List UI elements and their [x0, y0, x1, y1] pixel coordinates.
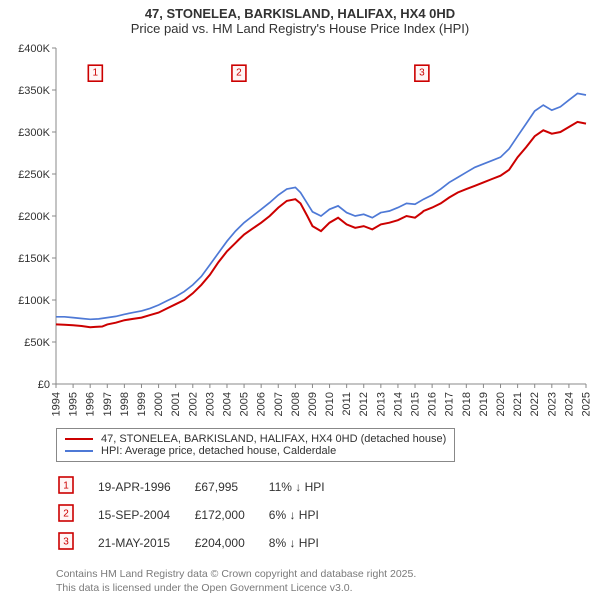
svg-text:2024: 2024: [563, 392, 575, 416]
chart-marker-label-3: 3: [419, 68, 425, 79]
svg-text:2016: 2016: [427, 392, 439, 416]
sales-table: 1 19-APR-1996£67,99511% ↓ HPI 2 15-SEP-2004…: [56, 472, 349, 558]
svg-text:2020: 2020: [495, 392, 507, 416]
svg-text:1999: 1999: [136, 392, 148, 416]
svg-text:£0: £0: [38, 379, 50, 391]
svg-text:2012: 2012: [358, 392, 370, 416]
svg-text:1995: 1995: [68, 392, 80, 416]
sales-row: 2 15-SEP-2004£172,0006% ↓ HPI: [58, 502, 347, 528]
svg-text:£400K: £400K: [18, 44, 50, 55]
series-price-paid: [56, 122, 586, 327]
chart-marker-label-2: 2: [236, 68, 242, 79]
legend-row-price-paid: 47, STONELEA, BARKISLAND, HALIFAX, HX4 0…: [65, 433, 446, 445]
svg-text:£50K: £50K: [24, 337, 50, 349]
svg-text:2019: 2019: [478, 392, 490, 416]
svg-text:2006: 2006: [256, 392, 268, 416]
sales-date: 19-APR-1996: [98, 474, 193, 500]
svg-text:2025: 2025: [581, 392, 593, 416]
svg-text:2004: 2004: [221, 392, 233, 416]
svg-text:£100K: £100K: [18, 295, 50, 307]
svg-text:2014: 2014: [392, 392, 404, 416]
sales-marker-icon: 1: [58, 477, 74, 493]
series-hpi: [56, 93, 586, 319]
footer-attribution: Contains HM Land Registry data © Crown c…: [56, 568, 600, 595]
svg-text:2007: 2007: [273, 392, 285, 416]
svg-text:1996: 1996: [85, 392, 97, 416]
svg-text:£350K: £350K: [18, 85, 50, 97]
sales-date: 21-MAY-2015: [98, 530, 193, 556]
svg-text:2002: 2002: [187, 392, 199, 416]
sales-marker-icon: 2: [58, 505, 74, 521]
svg-text:£150K: £150K: [18, 253, 50, 265]
svg-text:1994: 1994: [51, 392, 63, 416]
svg-text:2009: 2009: [307, 392, 319, 416]
legend-label-hpi: HPI: Average price, detached house, Cald…: [101, 445, 336, 457]
sales-date: 15-SEP-2004: [98, 502, 193, 528]
title-line-2: Price paid vs. HM Land Registry's House …: [0, 21, 600, 36]
svg-text:1997: 1997: [102, 392, 114, 416]
legend-row-hpi: HPI: Average price, detached house, Cald…: [65, 445, 446, 457]
svg-text:£250K: £250K: [18, 169, 50, 181]
svg-text:2013: 2013: [375, 392, 387, 416]
footer-line-1: Contains HM Land Registry data © Crown c…: [56, 568, 600, 582]
svg-text:2003: 2003: [204, 392, 216, 416]
chart-marker-label-1: 1: [93, 68, 99, 79]
legend-box: 47, STONELEA, BARKISLAND, HALIFAX, HX4 0…: [56, 428, 455, 462]
sales-delta: 8% ↓ HPI: [269, 530, 347, 556]
svg-text:2010: 2010: [324, 392, 336, 416]
svg-text:2008: 2008: [290, 392, 302, 416]
legend-swatch-blue: [65, 450, 93, 452]
svg-text:2021: 2021: [512, 392, 524, 416]
title-line-1: 47, STONELEA, BARKISLAND, HALIFAX, HX4 0…: [0, 6, 600, 21]
svg-text:3: 3: [63, 537, 69, 548]
svg-text:2000: 2000: [153, 392, 165, 416]
svg-text:2017: 2017: [444, 392, 456, 416]
footer-line-2: This data is licensed under the Open Gov…: [56, 582, 600, 595]
svg-text:2001: 2001: [170, 392, 182, 416]
svg-text:£300K: £300K: [18, 127, 50, 139]
sales-price: £67,995: [195, 474, 267, 500]
svg-text:2023: 2023: [546, 392, 558, 416]
sales-row: 1 19-APR-1996£67,99511% ↓ HPI: [58, 474, 347, 500]
legend-swatch-red: [65, 438, 93, 440]
sales-price: £204,000: [195, 530, 267, 556]
chart-title-block: 47, STONELEA, BARKISLAND, HALIFAX, HX4 0…: [0, 0, 600, 36]
legend-label-price-paid: 47, STONELEA, BARKISLAND, HALIFAX, HX4 0…: [101, 433, 446, 445]
svg-text:2005: 2005: [239, 392, 251, 416]
sales-delta: 11% ↓ HPI: [269, 474, 347, 500]
svg-text:2015: 2015: [410, 392, 422, 416]
svg-text:1998: 1998: [119, 392, 131, 416]
price-chart-svg: £0 £50K £100K £150K £200K £250K £300K £350K £400…: [10, 44, 592, 424]
sales-delta: 6% ↓ HPI: [269, 502, 347, 528]
sales-price: £172,000: [195, 502, 267, 528]
svg-text:£200K: £200K: [18, 211, 50, 223]
sales-marker-icon: 3: [58, 533, 74, 549]
svg-text:1: 1: [63, 481, 69, 492]
svg-text:2022: 2022: [529, 392, 541, 416]
svg-text:2018: 2018: [461, 392, 473, 416]
svg-text:2: 2: [63, 509, 69, 520]
svg-text:2011: 2011: [341, 392, 353, 416]
chart-area: £0 £50K £100K £150K £200K £250K £300K £350K £400…: [10, 44, 590, 424]
sales-row: 3 21-MAY-2015£204,0008% ↓ HPI: [58, 530, 347, 556]
